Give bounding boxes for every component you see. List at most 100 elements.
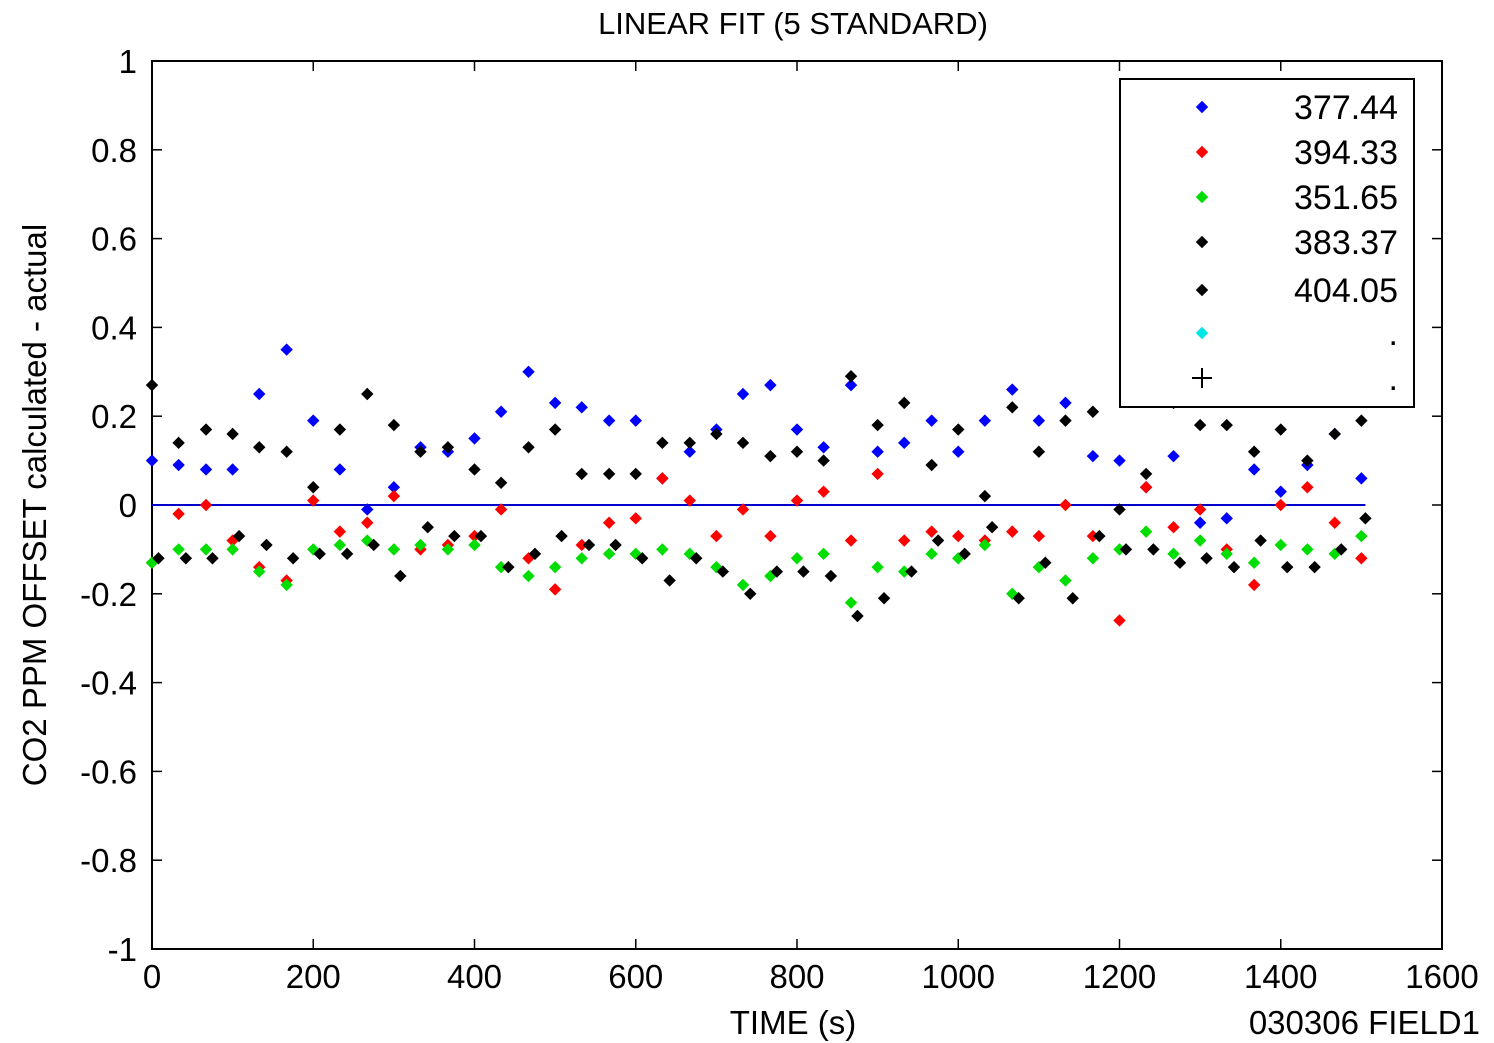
data-point [1308,560,1321,574]
data-point [1006,383,1019,396]
data-point [280,578,293,592]
data-point [978,538,992,552]
data-point [313,547,326,561]
data-point [333,463,347,476]
data-point [797,565,810,578]
data-point [602,414,616,427]
data-point [441,543,455,556]
data-point [602,516,616,529]
data-point [145,378,159,392]
data-point [817,441,830,454]
legend-marker [1192,368,1212,388]
data-point [764,449,777,463]
data-point [764,529,777,543]
data-point [683,445,696,458]
data-point [1328,427,1341,441]
data-point [575,401,588,414]
data-point [1006,587,1019,601]
data-point [1301,454,1314,467]
data-point [1247,556,1261,569]
series-4 [152,512,1372,623]
data-point [548,423,562,436]
data-point [871,560,884,574]
data-point [736,387,750,401]
data-point [1220,418,1233,432]
data-point [333,423,347,436]
data-point [764,378,777,392]
data-point [361,516,374,529]
data-point [1355,529,1368,543]
data-point [629,467,642,481]
data-point [333,538,347,552]
data-point [1335,543,1348,556]
data-point [844,596,858,609]
data-point [635,552,649,565]
x-tick-label: 1000 [922,958,995,995]
data-point [898,534,911,547]
data-point [736,578,750,592]
data-point [226,427,239,441]
data-point [1167,449,1180,463]
data-point [226,463,239,476]
x-tick-label: 400 [447,958,502,995]
x-tick-label: 1400 [1244,958,1317,995]
y-tick-labels: 1 0.8 0.6 0.4 0.2 0 -0.2 -0.4 -0.6 -0.8 -1 [80,43,137,968]
data-point [367,538,380,552]
data-point [1193,503,1207,516]
legend-marker [1195,190,1209,204]
data-point [1006,401,1019,414]
data-point [1193,516,1207,529]
data-point [1227,560,1241,574]
data-point [199,423,213,436]
data-point [629,414,642,427]
data-point [441,441,455,454]
data-point [260,538,273,552]
data-point [582,538,596,552]
data-point [253,441,266,454]
y-tick-label: -1 [108,931,137,968]
data-point [790,445,804,458]
data-point [179,552,193,565]
data-point [1139,525,1153,538]
data-point [494,476,508,490]
data-point [1200,552,1213,565]
x-tick-label: 600 [608,958,663,995]
data-point [736,436,750,450]
data-point [710,427,723,441]
data-point [978,414,992,427]
y-axis-label: CO2 PPM OFFSET calculated - actual [16,224,53,786]
data-point [690,552,703,565]
data-point [1247,463,1261,476]
data-point [1359,512,1372,525]
legend-marker [1195,326,1209,340]
data-point [925,525,938,538]
data-point [609,538,622,552]
data-point [1139,467,1153,481]
y-tick-label: -0.8 [80,842,137,879]
data-point [1254,534,1267,547]
data-point [253,387,266,401]
data-point [1220,547,1233,561]
data-point [1093,529,1106,543]
legend-marker [1195,145,1209,159]
data-point [468,432,481,445]
data-point [629,512,642,525]
data-point [502,560,515,574]
data-point [307,481,320,494]
data-point [1280,560,1294,574]
data-point [1247,445,1261,458]
data-point [736,503,750,516]
data-point [575,552,588,565]
data-point [716,565,730,578]
y-tick-label: -0.4 [80,665,137,702]
legend-label: . [1389,360,1398,398]
data-point [844,378,858,392]
data-point [824,569,838,583]
data-point [1173,556,1187,569]
y-tick-label: 0.2 [91,398,137,435]
y-tick-label: 0.6 [91,221,137,258]
data-point [1086,552,1100,565]
data-point [985,520,999,534]
data-point [683,547,696,561]
data-point [1059,498,1072,512]
